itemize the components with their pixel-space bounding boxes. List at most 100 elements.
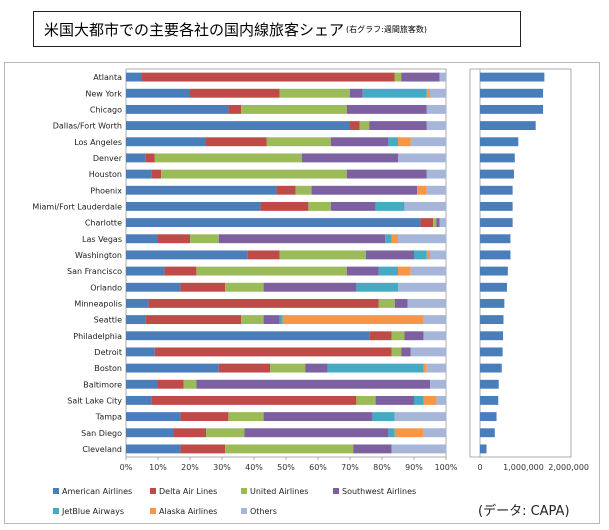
city-label: Chicago [90, 105, 122, 114]
bar-united-airlines-las-vegas [190, 234, 219, 244]
passenger-bar-seattle [480, 315, 504, 325]
bar-united-airlines-baltimore [183, 379, 197, 389]
source-note: (データ: CAPA) [478, 504, 570, 519]
city-label: Los Angeles [74, 138, 122, 147]
bar-others-san-diego [423, 428, 446, 438]
bar-others-seattle [423, 315, 446, 325]
city-label: Miami/Fort Lauderdale [32, 202, 122, 211]
city-label: Tampa [95, 413, 122, 422]
bar-american-airlines-san-francisco [126, 266, 165, 276]
bar-american-airlines-philadelphia [126, 331, 370, 341]
bar-others-dallas-fort-worth [426, 121, 446, 131]
bar-delta-air-lines-orlando [180, 282, 226, 292]
bar-delta-air-lines-phoenix [276, 185, 296, 195]
city-label: Denver [93, 154, 123, 163]
passenger-bar-boston [480, 363, 502, 373]
city-label: Baltimore [83, 380, 122, 389]
bar-southwest-airlines-atlanta [401, 72, 440, 82]
passenger-bar-phoenix [480, 185, 513, 195]
passenger-bar-denver [480, 153, 515, 163]
legend-label-alaska-airlines: Alaska Airlines [159, 507, 217, 516]
legend-label-delta-air-lines: Delta Air Lines [159, 487, 217, 496]
city-label: Orlando [90, 283, 122, 292]
bar-others-boston [426, 363, 446, 373]
bar-delta-air-lines-san-diego [174, 428, 206, 438]
bar-jetblue-airways-boston [327, 363, 424, 373]
bar-others-orlando [398, 282, 446, 292]
city-label: Atlanta [93, 73, 122, 82]
bar-united-airlines-philadelphia [391, 331, 405, 341]
bar-southwest-airlines-orlando [263, 282, 357, 292]
bar-delta-air-lines-atlanta [142, 72, 395, 82]
bar-jetblue-airways-washington [414, 250, 427, 260]
bar-jetblue-airways-san-francisco [378, 266, 398, 276]
bar-united-airlines-orlando [225, 282, 264, 292]
city-label: Phoenix [90, 186, 122, 195]
legend-label-united-airlines: United Airlines [250, 487, 308, 496]
bar-american-airlines-dallas-fort-worth [126, 121, 350, 131]
bar-jetblue-airways-san-diego [388, 428, 395, 438]
bar-delta-air-lines-chicago [228, 104, 242, 114]
bar-others-denver [398, 153, 446, 163]
bar-delta-air-lines-tampa [180, 412, 229, 422]
right-x-tick-label: 2,000,000 [548, 463, 589, 472]
passenger-bar-orlando [480, 282, 507, 292]
bar-american-airlines-new-york [126, 88, 190, 98]
city-label: Las Vegas [82, 235, 122, 244]
bar-american-airlines-seattle [126, 315, 146, 325]
passenger-bar-san-diego [480, 428, 495, 438]
city-label: San Francisco [67, 267, 122, 276]
x-tick-label: 60% [309, 463, 327, 472]
legend-swatch-jetblue-airways [53, 508, 59, 514]
city-label: Cleveland [82, 445, 122, 454]
bar-delta-air-lines-boston [218, 363, 270, 373]
city-label: Minneapolis [74, 299, 122, 308]
bar-delta-air-lines-charlotte [420, 218, 434, 228]
bar-jetblue-airways-tampa [372, 412, 395, 422]
bar-delta-air-lines-denver [145, 153, 155, 163]
bar-american-airlines-washington [126, 250, 248, 260]
bar-southwest-airlines-seattle [263, 315, 280, 325]
bar-alaska-airlines-san-diego [394, 428, 424, 438]
passenger-bar-minneapolis [480, 298, 505, 308]
bar-others-new-york [430, 88, 446, 98]
legend-label-american-airlines: American Airlines [62, 487, 132, 496]
bar-alaska-airlines-washington [426, 250, 430, 260]
bar-delta-air-lines-cleveland [180, 444, 226, 454]
bar-southwest-airlines-houston [346, 169, 427, 179]
passenger-bar-cleveland [480, 444, 487, 454]
city-label: Dallas/Fort Worth [53, 122, 122, 131]
x-tick-label: 70% [341, 463, 359, 472]
bar-alaska-airlines-los-angeles [398, 137, 411, 147]
passenger-bar-san-francisco [480, 266, 508, 276]
bar-delta-air-lines-washington [247, 250, 280, 260]
chart-title: 米国大都市での主要各社の国内線旅客シェア [44, 20, 345, 39]
bar-american-airlines-cleveland [126, 444, 181, 454]
bar-united-airlines-washington [279, 250, 366, 260]
bar-others-washington [430, 250, 446, 260]
bar-southwest-airlines-boston [305, 363, 328, 373]
bar-southwest-airlines-chicago [346, 104, 427, 114]
bar-delta-air-lines-philadelphia [369, 331, 392, 341]
x-tick-label: 30% [213, 463, 231, 472]
bar-others-philadelphia [423, 331, 446, 341]
legend-label-jetblue-airways: JetBlue Airways [61, 507, 124, 516]
bar-alaska-airlines-boston [423, 363, 427, 373]
bar-united-airlines-cleveland [225, 444, 354, 454]
bar-alaska-airlines-san-francisco [398, 266, 411, 276]
passenger-bar-tampa [480, 412, 497, 422]
bar-american-airlines-san-diego [126, 428, 174, 438]
bar-southwest-airlines-washington [366, 250, 414, 260]
bar-united-airlines-phoenix [295, 185, 312, 195]
bar-american-airlines-miami-fort-lauderdale [126, 201, 261, 211]
bar-others-san-francisco [410, 266, 446, 276]
bar-united-airlines-salt-lake-city [356, 395, 376, 405]
bar-delta-air-lines-minneapolis [148, 298, 379, 308]
right-plot-area [469, 68, 572, 458]
bar-southwest-airlines-baltimore [196, 379, 430, 389]
bar-others-cleveland [391, 444, 446, 454]
bar-american-airlines-phoenix [126, 185, 277, 195]
chart-title-box: 米国大都市での主要各社の国内線旅客シェア (右グラフ:週間旅客数) [33, 11, 521, 47]
bar-jetblue-airways-los-angeles [388, 137, 398, 147]
